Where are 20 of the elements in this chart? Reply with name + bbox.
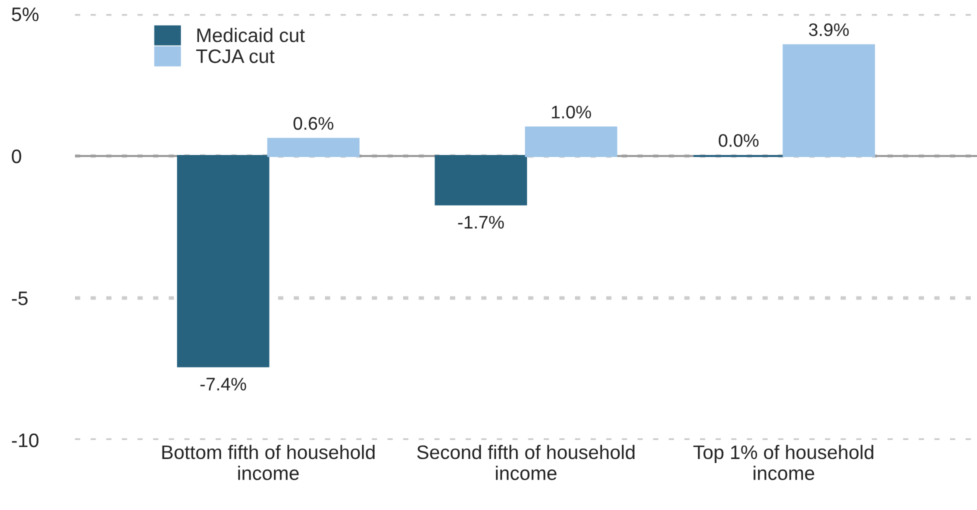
bar [177, 154, 270, 368]
x-tick-label: Second fifth of household income [417, 444, 634, 480]
x-tick-label: Top 1% of household income [693, 444, 874, 480]
data-label: 3.9% [808, 23, 849, 36]
legend-label: TCJA cut [196, 49, 275, 64]
y-tick-label: 5% [12, 8, 39, 22]
y-tick-label: -5 [12, 292, 28, 306]
data-label: 0.6% [294, 117, 334, 130]
data-label: -1.7% [458, 216, 504, 229]
data-label: 0.0% [718, 134, 759, 147]
y-tick-label: -10 [12, 433, 38, 448]
x-tick-label: Bottom fifth of household income [162, 444, 375, 480]
data-label: 1.0% [552, 106, 592, 118]
bar [782, 44, 875, 158]
legend-label: Medicaid cut [197, 28, 305, 42]
bar [524, 126, 618, 158]
bar [267, 138, 360, 158]
bar [434, 154, 528, 206]
y-tick-label: 0 [12, 149, 22, 164]
data-label: -7.4% [200, 378, 246, 390]
